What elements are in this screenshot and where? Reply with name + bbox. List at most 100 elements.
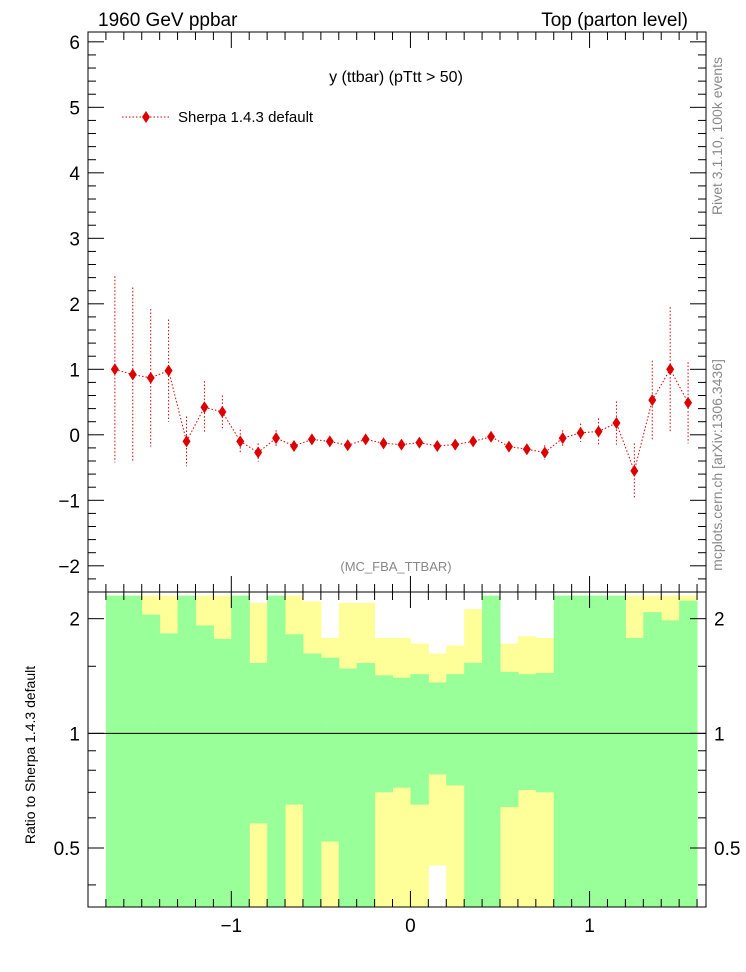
ratio-inner-band-bin	[231, 595, 250, 907]
ratio-inner-band-bin	[571, 595, 591, 907]
main-y-tick-label: −2	[58, 557, 80, 578]
data-point	[576, 426, 585, 439]
ratio-inner-band-bin	[392, 677, 411, 788]
ratio-inner-band-bin	[625, 637, 644, 907]
x-tick-label: −1	[220, 916, 242, 937]
ratio-y-tick-labels: 0.5 0.5 1 1 2 2	[54, 610, 741, 860]
data-point	[433, 439, 442, 452]
legend-label: Sherpa 1.4.3 default	[178, 109, 314, 126]
data-point	[200, 401, 209, 414]
data-point	[684, 396, 693, 409]
ratio-inner-band	[105, 595, 698, 907]
data-points	[110, 363, 693, 477]
ratio-inner-band-bin	[500, 671, 519, 808]
data-point	[666, 363, 675, 376]
data-point	[594, 425, 603, 438]
data-point	[522, 443, 531, 456]
ratio-inner-band-bin	[123, 595, 143, 907]
main-panel: −2 −1 0 1 2 3 4 5 6 y (ttbar) (pTtt > 50) (MC_FB…	[58, 31, 707, 593]
ratio-y-tick-label: 0.5	[54, 839, 80, 860]
data-point	[236, 435, 245, 448]
ratio-y-tick-label-right: 0.5	[714, 839, 740, 860]
ratio-inner-band-bin	[428, 682, 447, 775]
ratio-inner-band-bin	[213, 638, 232, 907]
header-right-label: Top (parton level)	[541, 10, 688, 31]
ratio-inner-band-bin	[446, 674, 465, 786]
data-point	[343, 439, 352, 452]
ratio-y-tick-label-right: 1	[714, 724, 725, 745]
ratio-y-tick-label: 2	[69, 610, 80, 631]
data-point	[272, 432, 281, 445]
data-point	[612, 417, 621, 430]
ratio-inner-band-bin	[464, 662, 483, 907]
ratio-inner-band-bin	[159, 633, 179, 907]
main-y-tick-label: 2	[69, 295, 80, 316]
data-point	[182, 435, 191, 448]
ratio-inner-band-bin	[553, 595, 573, 907]
data-point	[540, 446, 549, 459]
ratio-inner-band-bin	[105, 595, 125, 907]
ratio-inner-band-bin	[338, 668, 358, 907]
ratio-inner-band-bin	[249, 662, 268, 824]
header-left-label: 1960 GeV ppbar	[98, 10, 238, 31]
main-y-tick-label: −1	[58, 491, 80, 512]
legend: Sherpa 1.4.3 default	[122, 109, 314, 126]
ratio-inner-band-bin	[643, 612, 662, 907]
x-tick-label: 1	[584, 916, 595, 937]
ratio-inner-band-bin	[482, 595, 501, 907]
main-panel-background	[88, 32, 706, 592]
data-point	[218, 405, 227, 418]
ratio-panel-frame	[87, 591, 707, 908]
data-point	[397, 438, 406, 451]
data-point	[146, 371, 155, 384]
data-point	[558, 432, 567, 445]
data-point	[469, 435, 478, 448]
ratio-inner-band-bin	[356, 662, 376, 907]
data-point	[254, 446, 263, 459]
series-polyline	[114, 368, 689, 473]
ratio-y-tick-label-right: 2	[714, 610, 725, 631]
ratio-inner-band-bin	[607, 595, 626, 907]
analysis-label: (MC_FBA_TTBAR)	[340, 559, 451, 574]
ratio-inner-band-bin	[661, 620, 680, 907]
data-point	[110, 363, 119, 376]
x-tick-label: 0	[405, 916, 416, 937]
data-point	[379, 437, 388, 450]
x-tick-labels: −1 0 1	[220, 916, 594, 937]
ratio-inner-band-bin	[177, 595, 196, 907]
ratio-inner-band-bin	[589, 595, 608, 907]
data-point	[504, 440, 513, 453]
ratio-inner-band-bin	[679, 600, 698, 907]
ratio-inner-band-bin	[535, 673, 555, 793]
ratio-inner-band-bin	[285, 634, 304, 805]
data-point	[307, 433, 316, 446]
ratio-panel: 0.5 0.5 1 1 2 2 −1 0 1 Ratio to Sherpa 1.4.3 de…	[22, 591, 741, 937]
data-point	[325, 435, 334, 448]
ratio-inner-band-bin	[267, 595, 286, 907]
data-point	[290, 439, 298, 452]
ratio-inner-band-bin	[410, 674, 429, 805]
data-point	[451, 438, 460, 451]
ratio-axis-ticks	[88, 592, 706, 907]
mcplots-label: mcplots.cern.ch [arXiv:1306.3436]	[709, 359, 725, 571]
data-point	[361, 433, 370, 446]
ratio-y-tick-label: 1	[69, 724, 80, 745]
main-y-tick-label: 4	[69, 164, 80, 185]
ratio-inner-band-bin	[195, 625, 214, 907]
main-y-tick-label: 5	[69, 98, 80, 119]
ratio-inner-band-bin	[320, 657, 340, 842]
main-y-tick-label: 3	[69, 229, 80, 250]
ratio-y-axis-label: Ratio to Sherpa 1.4.3 default	[22, 666, 38, 844]
data-point	[415, 436, 424, 449]
series-line	[114, 368, 689, 473]
data-point	[128, 368, 137, 381]
main-y-tick-labels: −2 −1 0 1 2 3 4 5 6	[58, 33, 80, 578]
main-y-tick-label: 0	[69, 426, 80, 447]
main-y-tick-label: 1	[69, 360, 80, 381]
ratio-inner-band-bin	[302, 653, 322, 907]
ratio-inner-band-bin	[517, 674, 537, 790]
data-point	[164, 364, 173, 377]
ratio-inner-band-bin	[141, 614, 161, 907]
data-point	[630, 464, 639, 477]
